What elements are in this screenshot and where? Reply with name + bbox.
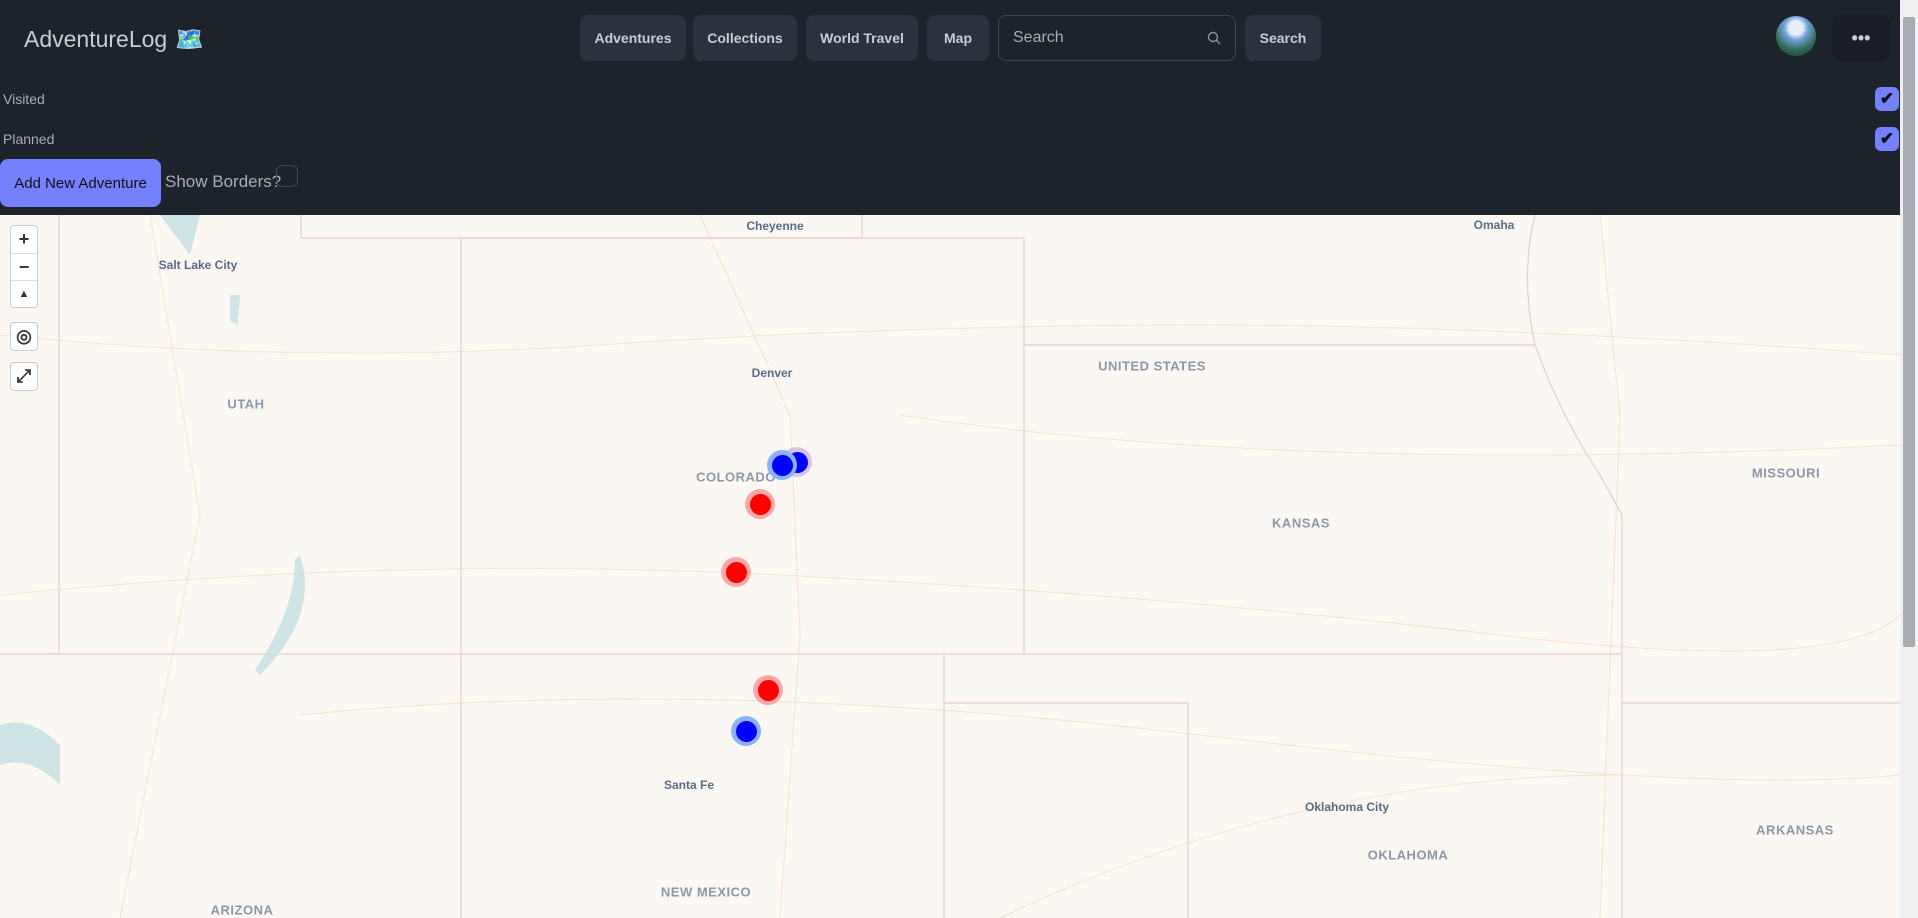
city-label: Cheyenne (746, 219, 804, 233)
nav-world-travel[interactable]: World Travel (806, 15, 918, 61)
visited-checkbox[interactable]: ✔ (1875, 87, 1899, 111)
logo-text: AdventureLog (24, 26, 168, 52)
state-label: ARKANSAS (1756, 822, 1834, 838)
city-label: Oklahoma City (1304, 800, 1390, 814)
locate-icon[interactable]: ◎ (16, 326, 32, 346)
show-borders-label: Show Borders? (165, 172, 282, 191)
map[interactable]: Cheyenne Salt Lake City Denver Santa Fe … (0, 215, 1900, 918)
check-icon: ✔ (1879, 129, 1895, 148)
marker-visited[interactable] (731, 716, 761, 746)
map-base (0, 215, 1900, 918)
state-label: ARIZONA (210, 902, 274, 918)
city-label: Denver (751, 366, 793, 380)
search-box (998, 15, 1236, 61)
state-label: MISSOURI (1751, 465, 1821, 481)
search-icon (1207, 31, 1221, 45)
city-label: Omaha (1473, 218, 1515, 232)
visited-label: Visited (3, 91, 45, 107)
state-label: KANSAS (1272, 515, 1330, 531)
state-label: OKLAHOMA (1367, 847, 1449, 863)
more-menu-button[interactable]: ••• (1832, 15, 1890, 61)
map-icon: 🗺️ (175, 26, 204, 52)
nav-collections[interactable]: Collections (693, 15, 797, 61)
marker-planned[interactable] (721, 557, 751, 587)
scrollbar-thumb[interactable] (1903, 17, 1915, 647)
compass-icon[interactable]: ▲ (11, 280, 37, 307)
search-button[interactable]: Search (1245, 15, 1321, 61)
city-label: Santa Fe (663, 778, 715, 792)
marker-planned[interactable] (745, 489, 775, 519)
nav-adventures[interactable]: Adventures (580, 15, 686, 61)
nav-map[interactable]: Map (927, 15, 989, 61)
app-logo[interactable]: AdventureLog 🗺️ (24, 26, 204, 53)
state-label: UTAH (227, 396, 265, 412)
search-input[interactable] (1013, 29, 1193, 47)
fullscreen-control: ⤢ (10, 362, 38, 391)
locate-control: ◎ (10, 322, 38, 351)
city-label: Salt Lake City (158, 258, 238, 272)
check-icon: ✔ (1879, 89, 1895, 108)
zoom-out-button[interactable]: − (11, 253, 37, 280)
fullscreen-icon[interactable]: ⤢ (16, 366, 32, 386)
state-label: NEW MEXICO (660, 884, 752, 900)
state-label: UNITED STATES (1098, 358, 1206, 374)
zoom-controls: + − ▲ (10, 225, 38, 308)
zoom-in-button[interactable]: + (18, 229, 30, 249)
marker-visited[interactable] (767, 450, 797, 480)
marker-planned[interactable] (753, 675, 783, 705)
planned-checkbox[interactable]: ✔ (1875, 127, 1899, 151)
show-borders-checkbox[interactable] (276, 165, 298, 187)
state-label: COLORADO (696, 469, 776, 485)
avatar[interactable] (1776, 16, 1816, 56)
planned-label: Planned (3, 131, 55, 147)
add-new-adventure-button[interactable]: Add New Adventure (0, 159, 161, 207)
